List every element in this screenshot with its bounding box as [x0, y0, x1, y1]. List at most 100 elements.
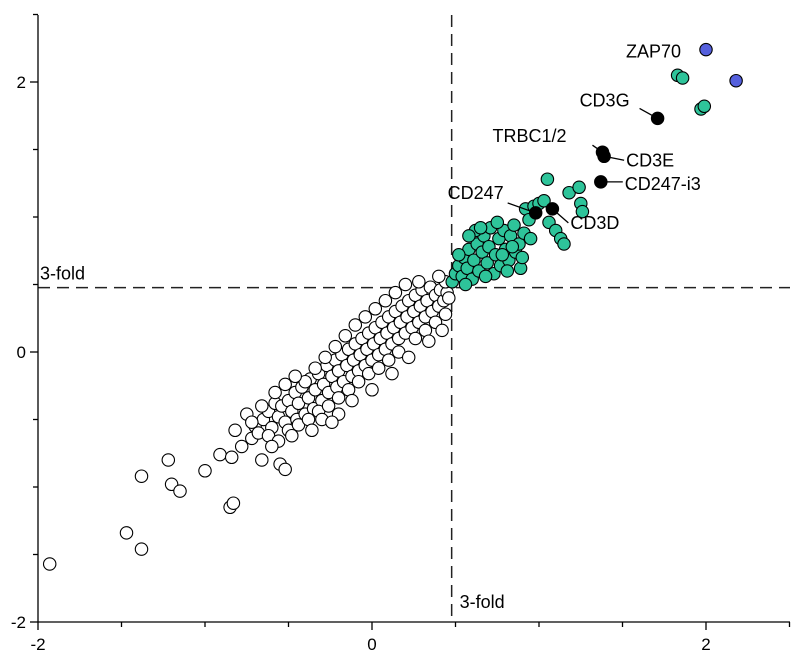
point-enriched: [540, 172, 555, 186]
point-not_enriched: [435, 323, 449, 338]
point-not_enriched: [351, 374, 366, 389]
point-not_enriched: [328, 339, 343, 354]
point-not_enriched: [438, 307, 453, 321]
point-enriched: [575, 204, 590, 219]
annotation-label: CD3D: [570, 213, 619, 233]
point-highlight: [650, 111, 665, 126]
point-not_enriched: [288, 369, 302, 384]
point-not_enriched: [285, 428, 299, 443]
point-not_enriched: [345, 393, 359, 408]
annotation-label: ZAP70: [626, 42, 681, 62]
point-enriched: [452, 248, 466, 262]
annotation-label: TRBC1/2: [492, 126, 566, 146]
annotation-label: CD247: [448, 183, 504, 203]
point-enriched: [515, 250, 530, 265]
point-not_enriched: [134, 542, 149, 556]
annotation-leader: [507, 202, 536, 214]
point-not_enriched: [432, 269, 446, 284]
annotation-leader: [604, 155, 625, 161]
point-not_enriched: [368, 302, 383, 316]
point-not_enriched: [173, 484, 187, 498]
point-not_enriched: [198, 464, 212, 478]
point-not_enriched: [408, 331, 423, 346]
point-not_enriched: [358, 310, 373, 324]
axes: -2 0 2 -2 0 2: [11, 13, 791, 654]
point-enriched: [697, 99, 712, 114]
point-not_enriched: [385, 366, 399, 381]
point-enriched: [478, 269, 493, 284]
point-not_enriched: [245, 415, 259, 429]
point-enriched: [490, 215, 505, 230]
point-enriched: [462, 229, 476, 243]
x-tick-label: -2: [30, 635, 45, 654]
point-enriched: [507, 218, 521, 232]
point-not_enriched: [325, 415, 339, 429]
point-not_enriched: [305, 423, 319, 438]
point-not_enriched: [265, 439, 279, 454]
point-enriched: [495, 248, 510, 262]
point-bait: [699, 42, 713, 57]
point-not_enriched: [412, 275, 426, 289]
point-not_enriched: [255, 453, 269, 467]
y-tick-label: 0: [17, 343, 26, 362]
point-not_enriched: [278, 377, 292, 392]
point-highlight: [597, 149, 611, 164]
point-annotations: ZAP70 CD3G TRBC1/2 CD3E CD247-i3 CD247 CD3D: [448, 42, 701, 233]
point-not_enriched: [134, 469, 149, 483]
point-not_enriched: [378, 293, 393, 308]
point-not_enriched: [224, 450, 239, 465]
threshold-label-y: 3-fold: [40, 264, 85, 284]
annotation-leader: [592, 144, 603, 153]
y-tick-label: 2: [17, 73, 26, 92]
point-not_enriched: [161, 453, 176, 467]
point-not_enriched: [226, 496, 241, 510]
point-enriched: [572, 180, 586, 195]
series-bait: [699, 42, 743, 88]
point-not_enriched: [338, 329, 353, 343]
point-enriched: [505, 239, 520, 254]
point-not_enriched: [234, 439, 249, 454]
point-not_enriched: [331, 391, 346, 405]
point-enriched: [537, 194, 551, 208]
point-not_enriched: [365, 383, 379, 397]
point-bait: [729, 73, 743, 88]
x-tick-label: 0: [367, 635, 376, 654]
point-not_enriched: [442, 291, 456, 305]
annotation-leader: [551, 208, 569, 224]
annotation-label: CD247-i3: [625, 174, 701, 194]
annotation-label: CD3G: [580, 90, 630, 110]
point-not_enriched: [278, 462, 292, 477]
point-not_enriched: [422, 334, 436, 348]
point-enriched: [467, 253, 481, 267]
y-tick-label: -2: [11, 613, 26, 632]
point-not_enriched: [388, 285, 403, 300]
point-not_enriched: [213, 447, 227, 462]
threshold-lines: 3-fold 3-fold: [38, 15, 790, 622]
point-not_enriched: [318, 350, 332, 365]
point-not_enriched: [401, 350, 416, 365]
point-not_enriched: [268, 385, 282, 400]
point-enriched: [557, 237, 571, 251]
point-not_enriched: [371, 361, 386, 375]
point-enriched: [675, 71, 690, 85]
point-not_enriched: [228, 423, 242, 438]
point-not_enriched: [398, 277, 413, 292]
point-highlight: [528, 206, 543, 220]
x-tick-label: 2: [701, 635, 710, 654]
annotation-leader: [639, 107, 658, 120]
data-points: [42, 42, 743, 571]
annotation-label: CD3E: [626, 150, 674, 170]
point-not_enriched: [381, 353, 396, 367]
point-enriched: [523, 231, 538, 246]
threshold-label-x: 3-fold: [460, 592, 505, 612]
series-not_enriched: [42, 269, 456, 571]
point-not_enriched: [255, 399, 269, 413]
point-enriched: [473, 221, 488, 235]
point-enriched: [480, 256, 494, 270]
point-not_enriched: [308, 361, 322, 375]
point-not_enriched: [119, 526, 134, 540]
point-not_enriched: [321, 399, 336, 413]
point-enriched: [500, 264, 515, 278]
point-not_enriched: [42, 557, 57, 571]
